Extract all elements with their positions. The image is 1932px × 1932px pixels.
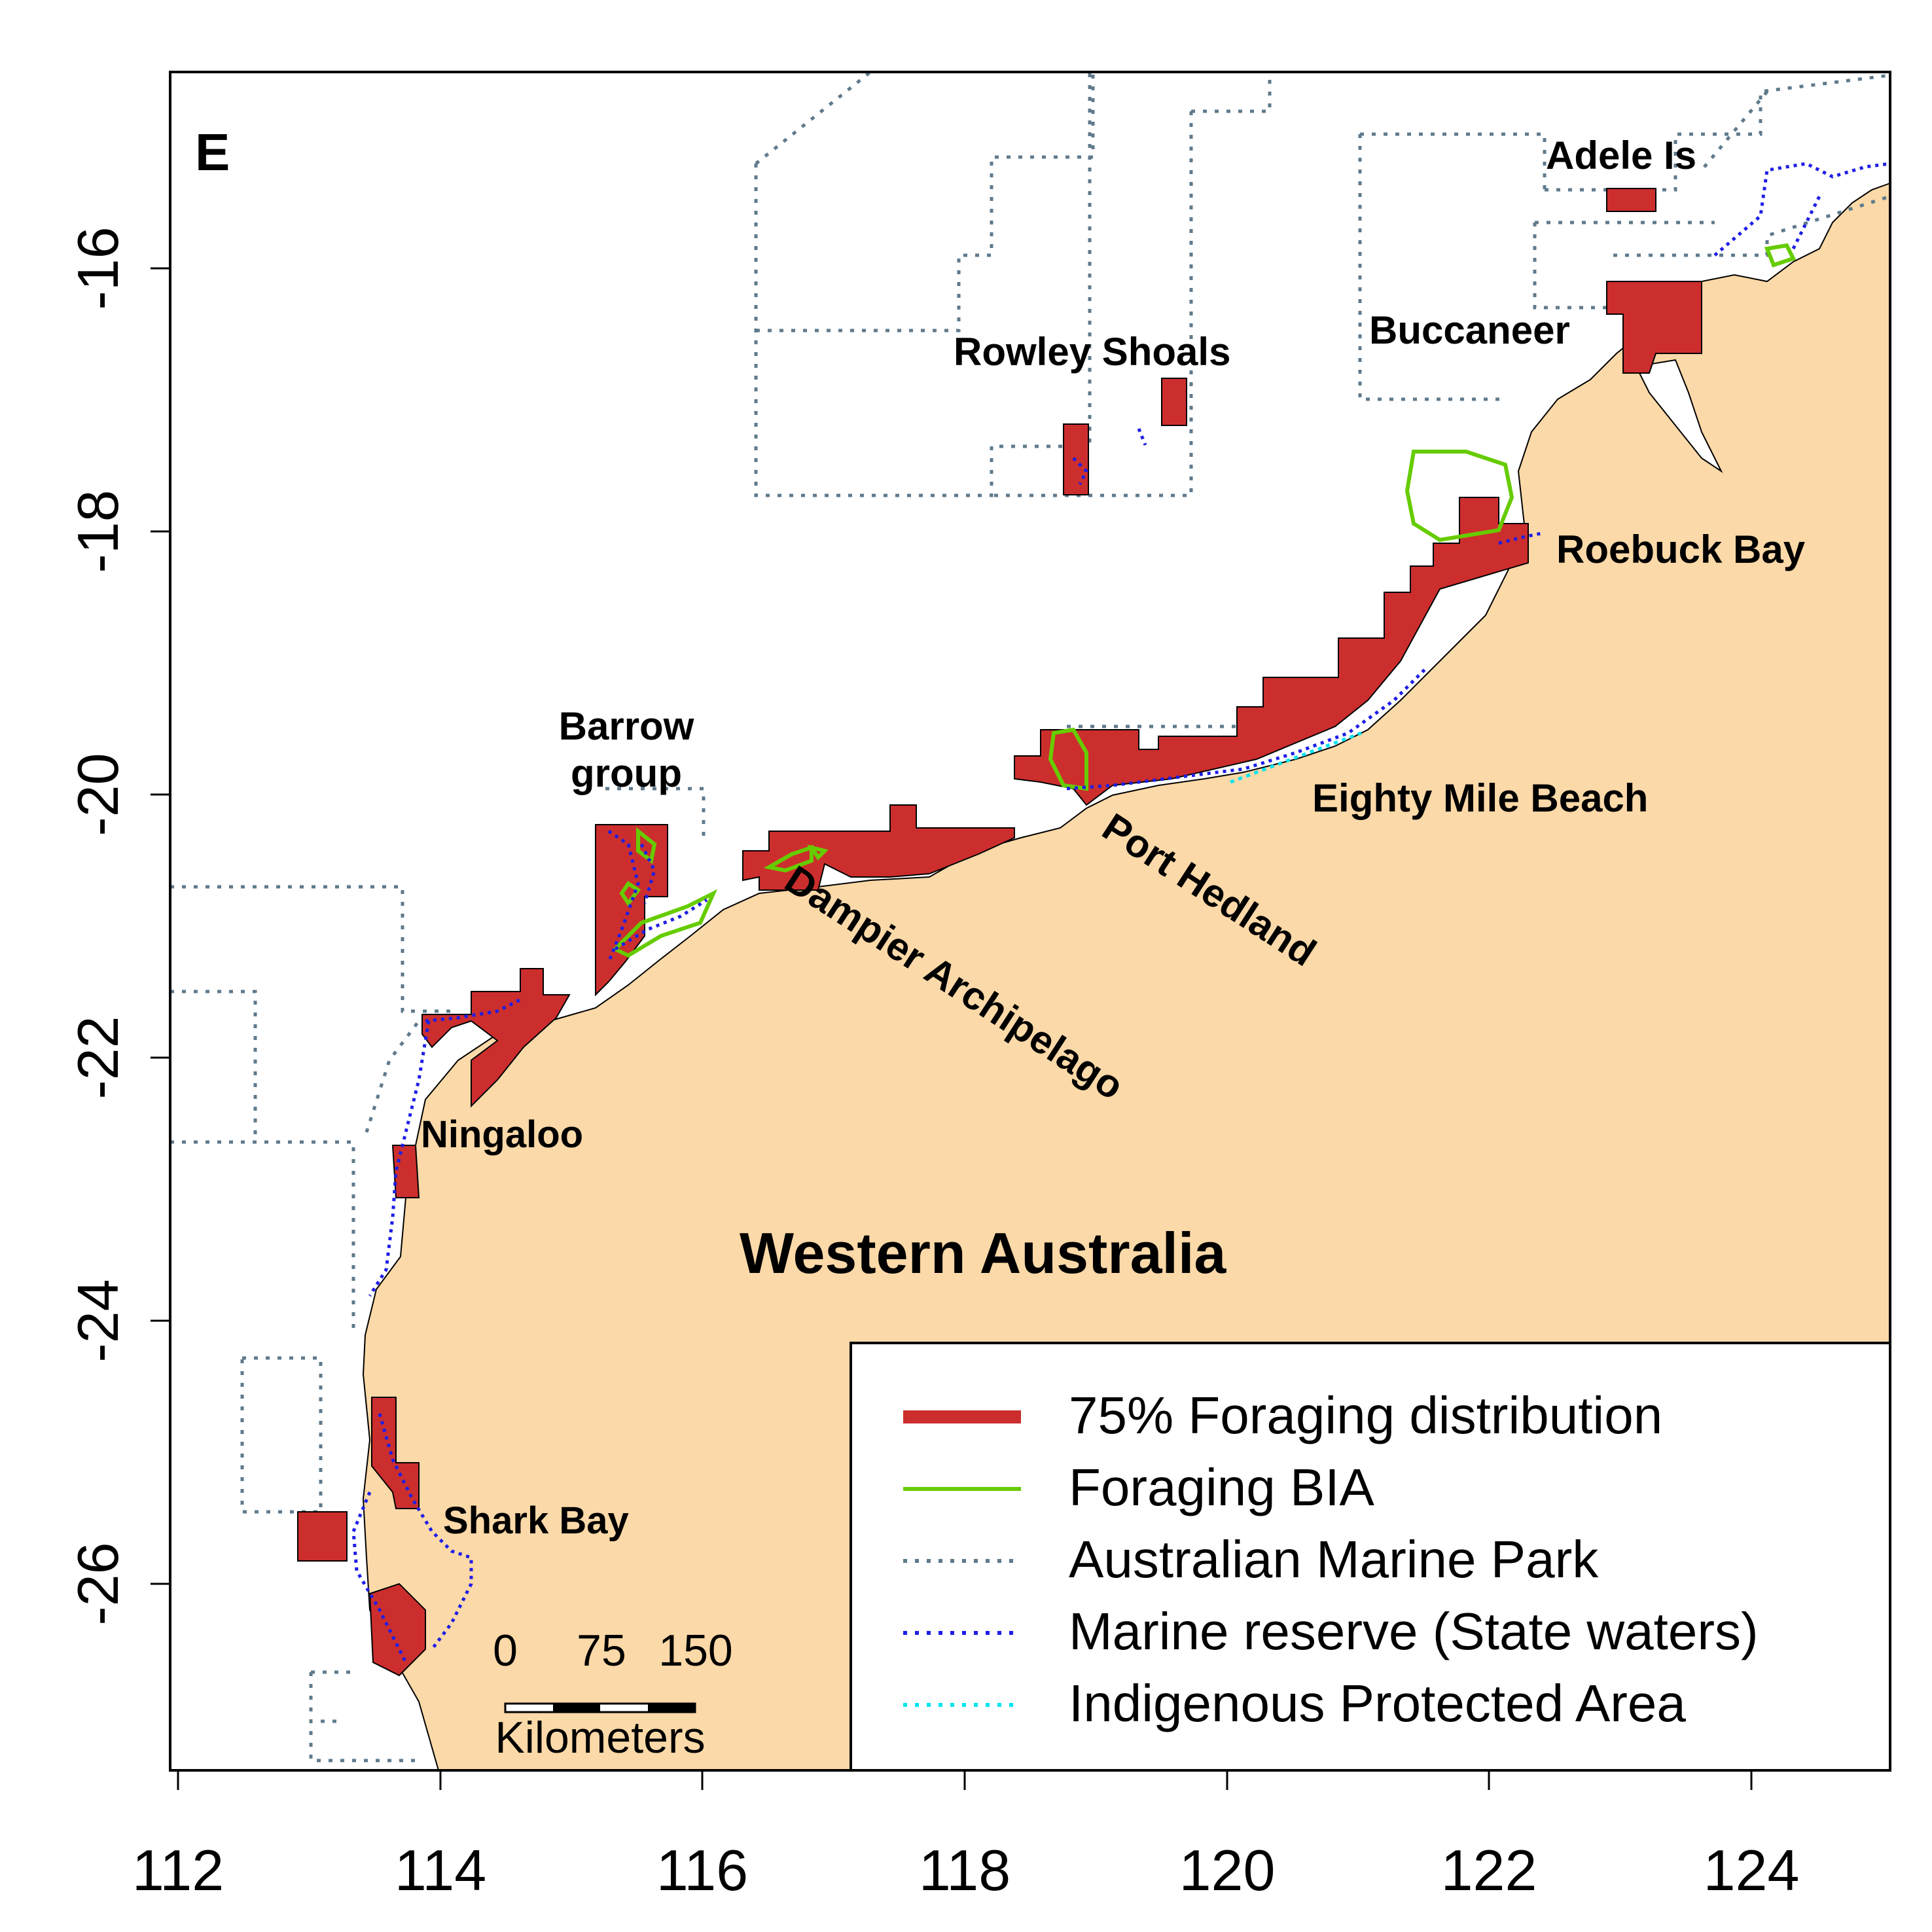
y-tick-label: -16 bbox=[65, 226, 130, 310]
indigenous-protected-area bbox=[1230, 731, 1362, 784]
x-tick-label: 122 bbox=[1441, 1838, 1537, 1903]
place-label-barrow: Barrow bbox=[559, 704, 694, 748]
place-label-roebuck: Roebuck Bay bbox=[1556, 528, 1806, 571]
legend-label-reserve: Marine reserve (State waters) bbox=[1069, 1602, 1759, 1660]
x-tick-label: 114 bbox=[395, 1838, 486, 1903]
place-label-western-australia: Western Australia bbox=[740, 1221, 1226, 1285]
y-tick-label: -24 bbox=[65, 1279, 130, 1362]
legend-label-bia: Foraging BIA bbox=[1069, 1458, 1375, 1516]
y-tick-label: -18 bbox=[65, 490, 130, 573]
legend-label-ipa: Indigenous Protected Area bbox=[1069, 1674, 1686, 1732]
scale-tick-150: 150 bbox=[658, 1626, 732, 1675]
place-label-shark-bay: Shark Bay bbox=[443, 1499, 629, 1542]
x-tick-label: 116 bbox=[656, 1838, 748, 1903]
legend: 75% Foraging distribution Foraging BIA A… bbox=[850, 1342, 1891, 1772]
x-tick-label: 124 bbox=[1704, 1838, 1800, 1903]
place-label-group: group bbox=[571, 751, 682, 795]
y-tick-label: -20 bbox=[65, 753, 130, 836]
place-label-buccaneer: Buccaneer bbox=[1369, 308, 1570, 352]
foraging-bia bbox=[611, 243, 1797, 958]
scale-bar: 0 75 150 Kilometers bbox=[493, 1626, 733, 1762]
scale-unit: Kilometers bbox=[495, 1713, 705, 1762]
place-label-ningaloo: Ningaloo bbox=[421, 1113, 583, 1156]
y-tick-label: -26 bbox=[65, 1542, 130, 1625]
king-sound bbox=[1635, 359, 1723, 473]
y-tick-label: -22 bbox=[65, 1016, 130, 1099]
marine-reserves bbox=[351, 162, 1890, 1664]
y-axis: -16 -18 -20 -22 -24 -26 bbox=[65, 226, 171, 1626]
x-axis: 112 114 116 118 120 122 124 bbox=[132, 1769, 1880, 1903]
x-tick-label: 120 bbox=[1179, 1838, 1276, 1903]
scale-tick-75: 75 bbox=[577, 1626, 626, 1675]
panel-label: E bbox=[195, 123, 230, 181]
x-tick-label: 112 bbox=[132, 1838, 224, 1903]
place-label-eighty-mile: Eighty Mile Beach bbox=[1312, 776, 1648, 820]
legend-label-forage: 75% Foraging distribution bbox=[1069, 1386, 1662, 1444]
place-label-adele: Adele Is bbox=[1546, 134, 1696, 177]
scale-tick-0: 0 bbox=[493, 1626, 518, 1675]
foraging-distribution bbox=[297, 188, 1702, 1677]
x-tick-label: 118 bbox=[919, 1838, 1011, 1903]
place-label-rowley: Rowley Shoals bbox=[954, 330, 1230, 374]
legend-label-park: Australian Marine Park bbox=[1069, 1530, 1599, 1588]
legend-box bbox=[850, 1342, 1891, 1772]
